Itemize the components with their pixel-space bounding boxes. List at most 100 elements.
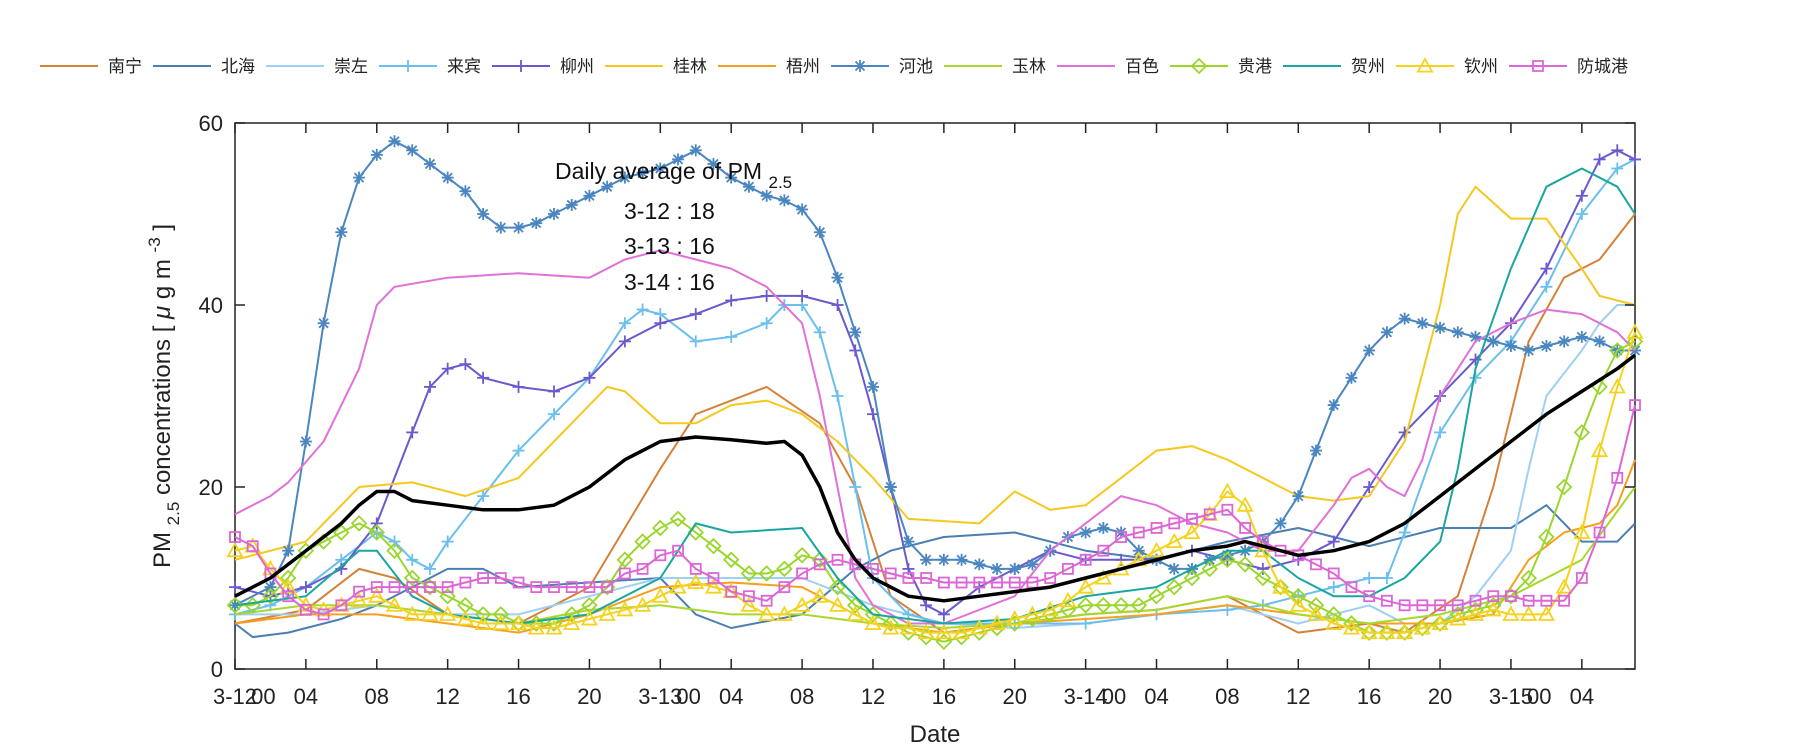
data-point [1327,581,1340,594]
data-point [494,572,507,584]
y-label-exp: -3 [145,237,164,252]
data-point [1221,503,1234,516]
x-tick-label: 08 [790,684,814,709]
data-point [864,614,882,630]
data-point [388,535,401,548]
series-9 [234,249,1636,625]
data-point [884,481,897,493]
data-point [849,326,862,339]
annotation-title-main: Daily average of PM [555,158,762,184]
data-point [725,171,738,184]
data-point [1345,581,1358,593]
data-point [282,544,295,557]
series-12 [226,323,1644,640]
data-point [618,171,631,184]
data-point [368,587,386,603]
x-tick-label: 3-12 [213,684,257,709]
data-point [743,590,755,603]
data-point [510,614,528,630]
data-point [1431,615,1449,632]
x-tick-label: 20 [577,684,601,709]
series-average [234,353,1637,603]
data-point [1186,512,1198,525]
legend-marker [515,60,527,72]
data-point [406,144,419,157]
data-point [317,608,330,621]
legend-label: 崇左 [334,57,368,76]
data-point [370,148,383,161]
data-point [406,553,419,566]
y-tick-label: 60 [199,111,223,136]
data-point [937,608,950,621]
data-point [1256,562,1269,575]
data-point [1413,619,1431,635]
legend-item: 桂林 [605,57,707,76]
data-point [1236,556,1254,573]
data-point [229,581,241,594]
data-point [616,551,634,569]
data-point [512,576,525,589]
data-point [618,567,631,580]
data-point [279,578,297,594]
data-point [226,541,244,558]
data-point [1466,605,1485,621]
data-point [991,576,1003,589]
data-point [1398,312,1411,325]
data-point [1609,342,1626,359]
data-point [388,135,401,148]
data-point [1611,471,1624,484]
data-point [1274,517,1287,530]
data-point [1201,560,1218,578]
data-point [547,385,560,398]
data-point [796,289,809,302]
data-point [459,576,472,589]
data-point [687,573,705,590]
x-axis-label: Date [910,721,961,748]
data-point [849,344,862,357]
data-point [1451,326,1464,339]
data-point [441,362,454,375]
data-point [423,380,436,393]
data-point [1115,531,1127,543]
data-point [385,596,404,612]
data-point [776,560,793,578]
data-point [831,271,844,284]
data-point [864,606,882,623]
data-point [758,565,775,582]
data-point [1520,605,1538,621]
series-line [234,249,1636,625]
data-point [1095,597,1112,614]
data-point [1502,605,1520,621]
data-point [866,380,879,393]
series-13 [229,399,1641,621]
data-point [229,531,241,543]
data-point [1310,444,1323,457]
data-point [991,562,1004,575]
data-point [988,614,1006,630]
legend-item: 百色 [1057,57,1159,76]
data-point [350,591,368,608]
data-point [1360,624,1378,641]
data-point [1575,572,1588,584]
data-point [970,619,988,635]
data-point [740,596,758,612]
data-point [1593,526,1606,539]
data-point [1378,624,1396,641]
data-point [456,610,474,626]
data-point [601,180,614,193]
data-point [527,619,545,635]
data-point [1343,615,1360,632]
data-point [1555,478,1573,496]
data-point [601,581,614,593]
data-point [1416,317,1429,330]
data-point [1219,551,1236,569]
data-point [1575,330,1588,343]
legend-marker [1532,60,1544,72]
data-point [1026,576,1039,589]
legend-marker [854,60,866,72]
data-point [441,581,454,593]
annotation-line-2: 3-13 : 16 [624,233,715,259]
legend-marker [1190,57,1208,75]
data-point [1041,600,1059,617]
data-point [1360,623,1378,640]
